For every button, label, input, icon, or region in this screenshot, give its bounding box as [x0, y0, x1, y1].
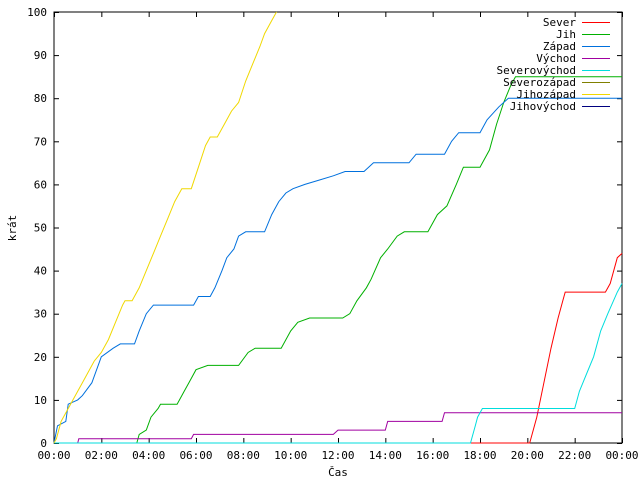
- legend: SeverJihZápadVýchodSeverovýchodSeverozáp…: [497, 16, 610, 113]
- x-tick-label: 10:00: [274, 449, 307, 462]
- x-tick-label: 20:00: [511, 449, 544, 462]
- series-line-7: [53, 11, 277, 444]
- series-line-4: [54, 412, 622, 444]
- series-lines: [53, 11, 623, 444]
- series-line-1: [54, 253, 623, 444]
- y-tick-label: 10: [34, 394, 47, 407]
- legend-label: Jih: [556, 28, 576, 41]
- x-tick-label: 14:00: [369, 449, 402, 462]
- y-tick-label: 80: [34, 92, 47, 105]
- series-line-2: [54, 76, 622, 444]
- y-tick-label: 20: [34, 351, 47, 364]
- y-tick-label: 70: [34, 135, 47, 148]
- y-axis-label: krát: [6, 215, 19, 242]
- x-tick-label: 00:00: [37, 449, 70, 462]
- y-tick-label: 30: [34, 308, 47, 321]
- y-tick-label: 40: [34, 265, 47, 278]
- y-tick-label: 90: [34, 49, 47, 62]
- x-tick-labels: 00:00 02:00 04:00 06:00 08:00 10:00 12:00 14:00…: [37, 449, 638, 462]
- x-tick-label: 18:00: [463, 449, 496, 462]
- y-tick-label: 60: [34, 178, 47, 191]
- legend-label: Jihovýchod: [510, 100, 576, 113]
- legend-label: Západ: [543, 40, 576, 53]
- legend-label: Severozápad: [503, 76, 576, 89]
- y-tick-labels: 0 10 20 30 40 50 60 70 80 90 100: [27, 6, 47, 450]
- x-tick-label: 12:00: [321, 449, 354, 462]
- x-tick-label: 08:00: [227, 449, 260, 462]
- legend-label: Jihozápad: [516, 88, 576, 101]
- y-tick-label: 100: [27, 6, 47, 19]
- x-tick-label: 16:00: [416, 449, 449, 462]
- x-tick-label: 00:00: [605, 449, 638, 462]
- x-tick-label: 02:00: [85, 449, 118, 462]
- y-tick-label: 50: [34, 222, 47, 235]
- series-line-3: [53, 97, 622, 444]
- legend-label: Východ: [536, 52, 576, 65]
- x-tick-label: 06:00: [179, 449, 212, 462]
- x-tick-label: 22:00: [558, 449, 591, 462]
- series-line-5: [54, 283, 623, 444]
- legend-label: Sever: [543, 16, 576, 29]
- x-tick-label: 04:00: [132, 449, 165, 462]
- x-axis-label: Čas: [328, 466, 348, 479]
- y-tick-label: 0: [40, 437, 47, 450]
- axis-ticks: [54, 12, 623, 444]
- legend-label: Severovýchod: [497, 64, 576, 77]
